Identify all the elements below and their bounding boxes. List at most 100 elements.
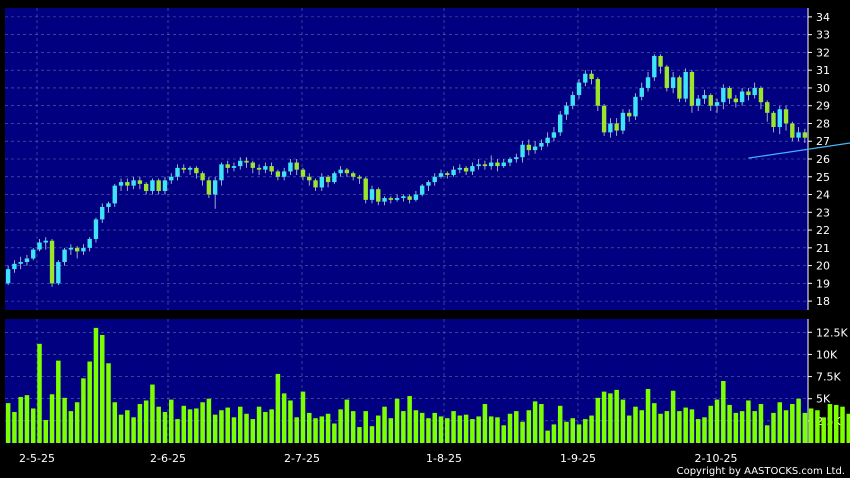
- candle-body: [620, 112, 626, 131]
- volume-bar: [125, 410, 130, 443]
- volume-bar: [225, 407, 230, 443]
- price-tick-label: 20: [816, 260, 830, 273]
- candle-body: [639, 87, 644, 97]
- candle-body: [81, 247, 86, 252]
- candle-body: [470, 166, 475, 172]
- volume-bar: [827, 404, 833, 443]
- candle-body: [319, 176, 325, 188]
- volume-bar: [457, 415, 463, 443]
- volume-bar: [601, 391, 607, 443]
- volume-bar: [382, 406, 387, 443]
- candle-body: [463, 167, 469, 172]
- candle-body: [288, 162, 293, 172]
- volume-bar: [194, 408, 199, 443]
- candle-body: [721, 87, 726, 103]
- candle-body: [143, 183, 149, 191]
- volume-bar: [332, 423, 337, 443]
- candle-body: [394, 198, 400, 200]
- candle-body: [118, 182, 124, 186]
- volume-bar: [796, 398, 801, 443]
- volume-bar: [645, 388, 651, 443]
- volume-bar: [495, 417, 500, 443]
- volume-bar: [526, 410, 532, 443]
- copyright-text: Copyright by AASTOCKS.com Ltd.: [677, 466, 845, 477]
- candle-body: [93, 219, 99, 239]
- volume-bar: [30, 408, 36, 443]
- volume-bar: [658, 413, 663, 443]
- volume-bar: [250, 419, 256, 443]
- volume-bar: [727, 404, 732, 443]
- candle-body: [777, 109, 782, 128]
- volume-bar: [702, 417, 707, 443]
- candle-body: [608, 123, 613, 133]
- date-tick-label: 2-6-25: [150, 452, 186, 465]
- volume-bar: [294, 417, 299, 443]
- volume-bar: [426, 418, 431, 443]
- volume-bar: [256, 406, 262, 443]
- volume-bar: [451, 411, 456, 443]
- candle-body: [488, 162, 494, 167]
- volume-bar: [93, 327, 99, 443]
- candle-body: [752, 87, 757, 96]
- volume-bar: [401, 411, 406, 443]
- price-tick-label: 23: [816, 206, 830, 219]
- candle-body: [683, 71, 688, 99]
- candle-body: [501, 162, 506, 167]
- candle-body: [765, 102, 770, 113]
- volume-bar: [840, 406, 845, 443]
- candle-body: [56, 262, 61, 284]
- price-tick-label: 34: [816, 11, 830, 24]
- volume-bar: [74, 402, 80, 443]
- candle-body: [419, 185, 425, 195]
- candle-body: [771, 112, 776, 128]
- candle-body: [68, 247, 74, 250]
- volume-bar: [112, 402, 118, 443]
- volume-bar: [43, 419, 49, 443]
- candle-body: [482, 164, 488, 167]
- date-tick-label: 2-10-25: [695, 452, 738, 465]
- candle-body: [733, 98, 739, 103]
- candle-body: [495, 162, 500, 167]
- candle-body: [12, 263, 17, 270]
- candle-body: [275, 171, 281, 177]
- volume-bar: [219, 410, 224, 443]
- candle-body: [532, 146, 538, 151]
- candle-body: [350, 173, 356, 177]
- volume-bar: [56, 360, 61, 443]
- candle-body: [37, 242, 42, 250]
- candle-body: [225, 164, 230, 168]
- candle-body: [18, 262, 23, 264]
- volume-bar: [231, 417, 237, 443]
- date-tick-label: 2-5-25: [19, 452, 55, 465]
- candle-body: [796, 132, 801, 138]
- candle-body: [758, 87, 764, 103]
- candle-body: [294, 162, 299, 170]
- volume-bar: [633, 406, 638, 443]
- candle-body: [250, 162, 255, 168]
- candle-body: [219, 164, 224, 181]
- volume-bar: [764, 425, 770, 443]
- volume-bar: [263, 412, 268, 443]
- volume-bar: [846, 413, 850, 443]
- volume-bar: [583, 419, 588, 443]
- candle-body: [520, 144, 525, 158]
- volume-bar: [99, 334, 105, 443]
- candle-body: [601, 105, 607, 133]
- volume-bar: [783, 410, 789, 443]
- volume-bar: [344, 399, 350, 443]
- volume-bar: [37, 343, 42, 443]
- candle-body: [106, 203, 111, 207]
- candle-body: [714, 102, 720, 106]
- volume-bar: [338, 409, 343, 443]
- candle-body: [645, 77, 651, 88]
- volume-bar: [708, 405, 714, 443]
- candle-body: [212, 180, 218, 195]
- candle-body: [150, 180, 155, 191]
- candle-body: [739, 91, 745, 103]
- volume-bar: [833, 404, 839, 443]
- price-tick-label: 19: [816, 277, 830, 290]
- candle-body: [43, 240, 48, 243]
- volume-bar: [376, 415, 381, 443]
- candle-body: [401, 196, 406, 199]
- volume-bar: [746, 400, 751, 443]
